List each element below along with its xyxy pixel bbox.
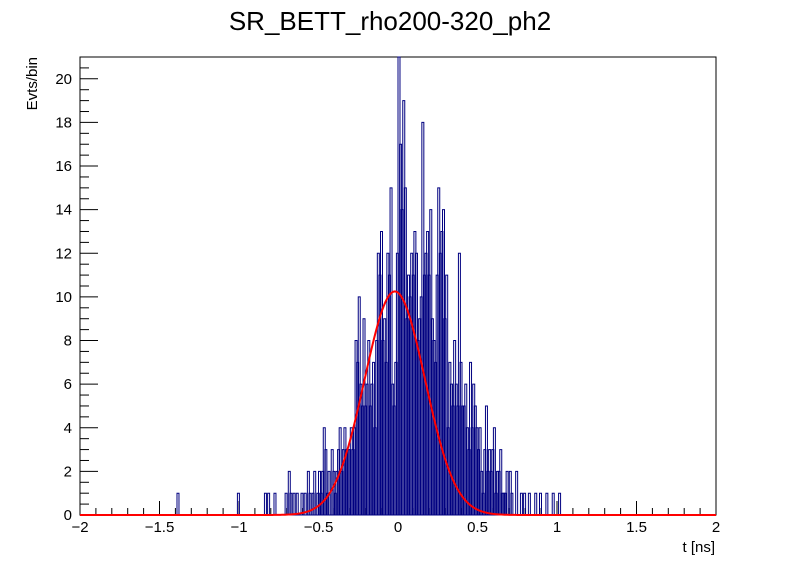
histogram-bin [558,492,562,515]
y-tick-label: 14 [55,202,72,219]
y-axis-label: Evts/bin [24,57,41,110]
histogram-bins [80,56,716,516]
histogram-bin [273,492,277,515]
y-tick-label: 2 [64,463,72,480]
x-tick-label: −1.5 [145,519,175,536]
histogram-bin [499,449,503,515]
histogram-bin [445,274,449,515]
x-tick-label: −1 [230,519,247,536]
histogram-bin [527,492,531,515]
histogram-bin [523,492,527,515]
histogram-bin [484,405,488,515]
y-tick-label: 8 [64,333,72,350]
histogram-bin [539,492,542,515]
histogram-bin [551,492,555,515]
histogram-bin [313,470,317,515]
histogram-bin [324,449,328,515]
x-axis-label: t [ns] [682,539,715,556]
y-tick-label: 16 [55,158,72,175]
x-tick-label: 0 [394,519,402,536]
gaussian-fit-curve [80,290,716,516]
y-tick-label: 10 [55,289,72,306]
x-tick-label: −0.5 [304,519,334,536]
histogram-bin [236,492,240,515]
histogram-bin [284,492,288,515]
histogram-bin [300,492,304,515]
y-tick-label: 6 [64,376,72,393]
histogram-bin [519,492,523,515]
histogram-bin [295,492,299,515]
histogram-bin [308,492,312,515]
histogram-bin [510,492,514,515]
y-tick-label: 0 [64,507,72,524]
y-tick-label: 12 [55,245,72,262]
y-tick-label: 20 [55,71,72,88]
histogram-bin [303,492,307,515]
x-tick-label: −2 [71,519,88,536]
x-axis: −2 −1.5 −1 −0.5 0 0.5 1 1.5 2 [71,501,720,536]
histogram-bin [267,492,271,515]
histogram-bin [292,492,296,515]
histogram-bin [505,470,509,515]
y-tick-label: 4 [64,420,72,437]
y-axis: 0 2 4 6 8 10 12 14 16 18 20 [55,67,98,524]
histogram-bin [263,492,267,515]
x-tick-label: 0.5 [467,519,488,536]
x-tick-label: 2 [712,519,720,536]
x-tick-label: 1.5 [626,519,647,536]
histogram-bin [545,492,549,515]
histogram-bin [289,492,293,515]
histogram-bin [534,492,538,515]
histogram-bin [176,492,180,515]
histogram-bin [515,470,519,515]
x-tick-label: 1 [553,519,561,536]
chart-title: SR_BETT_rho200-320_ph2 [229,6,551,36]
histogram-bin [492,427,496,515]
y-tick-label: 18 [55,114,72,131]
histogram-bin [389,187,393,515]
